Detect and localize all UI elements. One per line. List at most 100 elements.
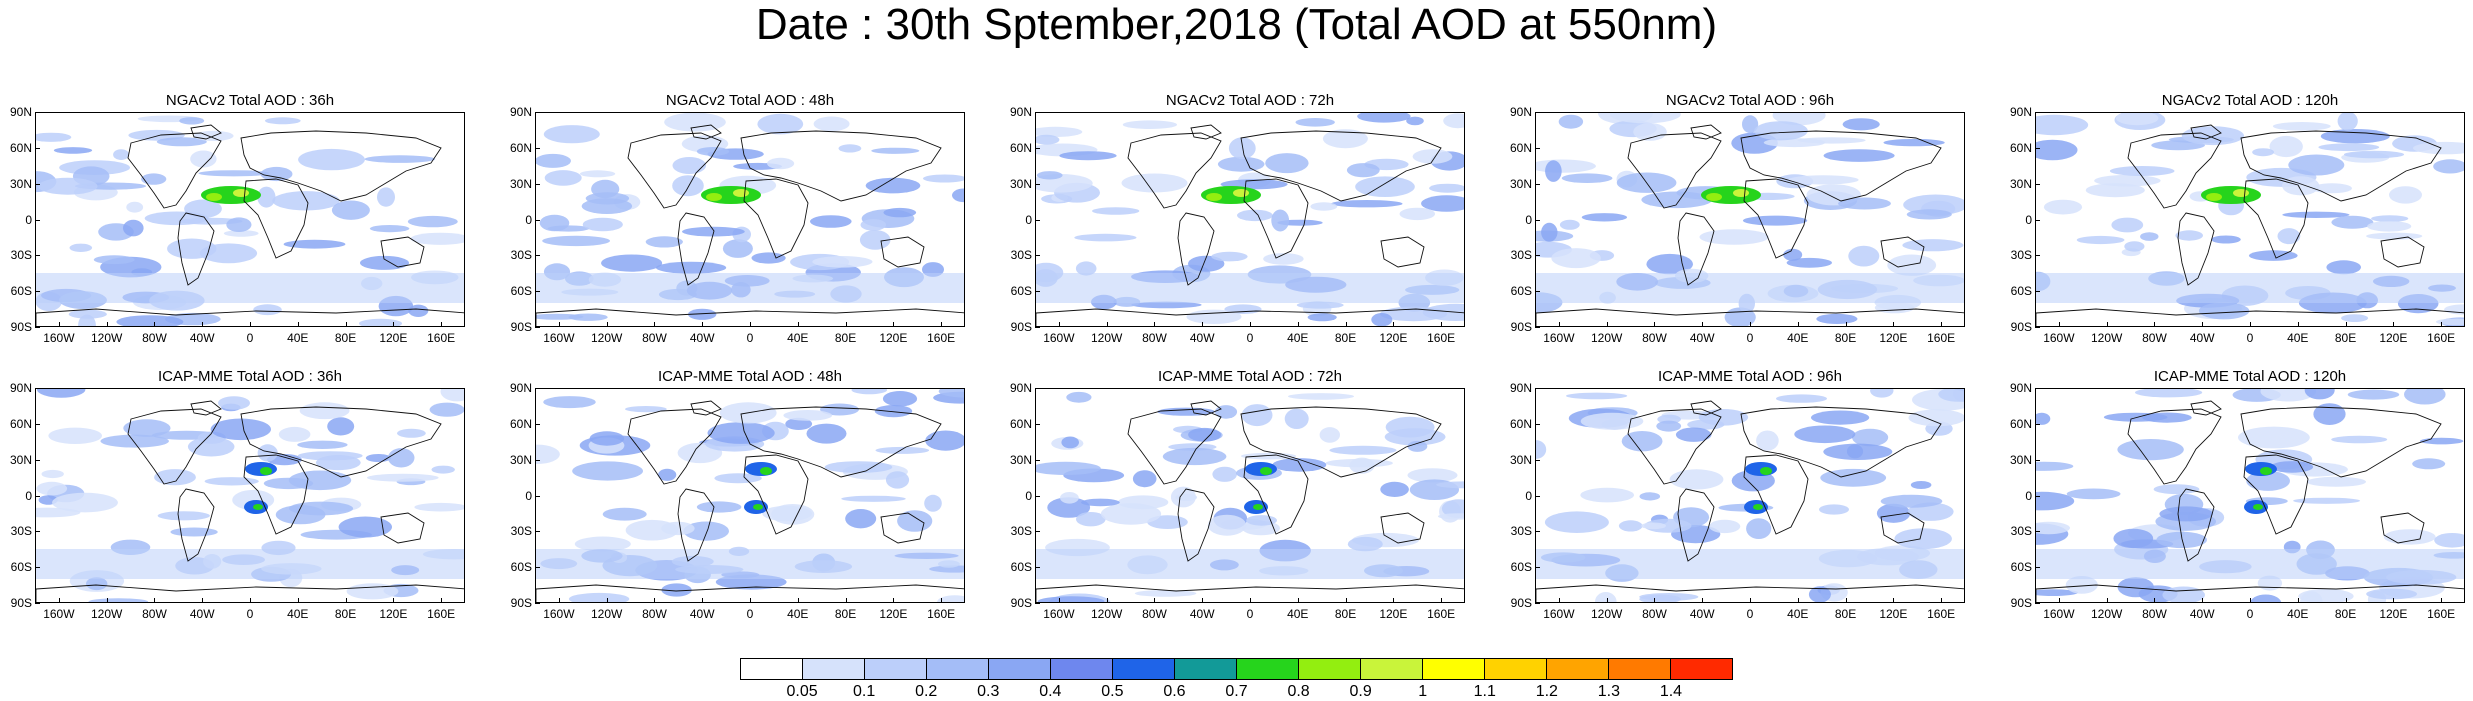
aod-patch — [1066, 391, 1092, 403]
lon-tick-label: 120E — [2379, 607, 2408, 621]
aod-patch — [1228, 137, 1256, 160]
aod-patch — [544, 170, 582, 186]
lon-tick-label: 40W — [189, 607, 215, 621]
aod-patch — [1443, 113, 1464, 129]
lat-tick — [2035, 567, 2040, 569]
lon-tick — [1345, 322, 1347, 327]
lat-tick-label: 90N — [9, 381, 32, 395]
aod-patch — [536, 444, 560, 464]
lat-tick — [1535, 291, 1540, 293]
lon-tick-label: 40W — [1189, 607, 1215, 621]
lon-tick — [654, 322, 656, 327]
map-panel: NGACv2 Total AOD : 48h 90N 60N 30N 0 30S 60S 90… — [500, 92, 970, 356]
lat-tick — [1035, 183, 1040, 185]
lon-tick — [2345, 598, 2347, 603]
aod-patch — [1876, 503, 1911, 523]
colorbar-box — [1423, 659, 1485, 679]
aod-patch — [1288, 393, 1354, 400]
lat-tick-label: 90N — [2009, 105, 2032, 119]
lon-tick — [1845, 598, 1847, 603]
aod-plume — [253, 504, 263, 510]
aod-patch — [2250, 594, 2282, 602]
aod-patch — [1536, 440, 1547, 459]
aod-patch — [387, 448, 415, 468]
lon-tick-label: 40E — [1787, 331, 1809, 345]
aod-patch — [1656, 420, 1682, 432]
lon-tick — [1941, 322, 1943, 327]
lon-tick-label: 40E — [2287, 607, 2309, 621]
lat-tick — [2035, 327, 2040, 328]
aod-field — [1036, 113, 1464, 326]
lat-tick — [1535, 423, 1540, 425]
lat-tick — [535, 567, 540, 569]
lat-tick — [1035, 603, 1040, 604]
aod-patch — [210, 418, 271, 441]
coastline — [2177, 488, 2215, 562]
lat-tick-label: 60N — [2009, 140, 2032, 155]
lat-tick-label: 90N — [509, 381, 532, 395]
colorbar-label: 1 — [1418, 683, 1428, 700]
lat-tick — [1535, 603, 1540, 604]
aod-patch — [1848, 245, 1880, 267]
aod-patch — [1558, 114, 1584, 129]
coastline — [2190, 400, 2222, 416]
lat-tick-label: 90S — [10, 320, 32, 334]
lon-tick — [2058, 598, 2060, 603]
colorbar-label: 0.5 — [1101, 683, 1124, 700]
coastline — [1190, 400, 1222, 416]
aod-patch — [1271, 209, 1290, 232]
lon-tick-label: 0 — [2246, 331, 2254, 345]
lon-tick-label: 160E — [1427, 607, 1456, 621]
aod-patch — [851, 389, 888, 395]
lon-tick-label: 40W — [1689, 331, 1715, 345]
lon-tick-label: 0 — [1746, 331, 1754, 345]
coastline — [2243, 178, 2309, 259]
aod-patch — [260, 166, 293, 182]
lon-tick-label: 160W — [43, 607, 75, 621]
lon-tick-label: 160W — [1043, 607, 1075, 621]
aod-patch — [2198, 302, 2250, 320]
colorbar-label: 0.2 — [915, 683, 938, 700]
map-panel: ICAP-MME Total AOD : 72h 90N 60N 30N 0 30S 60S… — [1000, 368, 1470, 632]
lat-tick — [35, 255, 40, 257]
aod-patch — [1669, 469, 1724, 490]
aod-patch — [154, 469, 196, 486]
aod-patch — [2404, 389, 2446, 405]
lat-tick-label: 30N — [1509, 452, 1532, 467]
aod-patch — [645, 236, 683, 248]
lon-tick — [1441, 598, 1443, 603]
lon-tick-label: 120W — [1090, 607, 1123, 621]
lon-tick — [750, 598, 751, 603]
aod-patch — [1846, 444, 1864, 459]
aod-patch — [1322, 129, 1368, 149]
lat-tick — [35, 423, 40, 425]
colorbar — [740, 658, 1733, 680]
aod-patch — [952, 188, 964, 203]
lat-tick-label: 30S — [1010, 248, 1032, 263]
coastline — [1536, 308, 1964, 326]
aod-patch — [1633, 123, 1667, 141]
aod-patch — [1263, 253, 1304, 265]
aod-patch — [882, 391, 918, 407]
aod-patch — [885, 471, 910, 489]
aod-patch — [410, 232, 464, 245]
coastline — [380, 512, 425, 544]
lat-tick — [1035, 423, 1040, 425]
lon-tick-label: 120W — [1590, 331, 1623, 345]
lon-tick-label: 40W — [189, 331, 215, 345]
map-frame — [2035, 388, 2465, 603]
aod-plume — [233, 189, 249, 197]
lat-tick-label: 0 — [525, 212, 532, 227]
lon-tick — [702, 322, 704, 327]
aod-field — [536, 389, 964, 602]
lon-tick — [1393, 322, 1395, 327]
map-panel: ICAP-MME Total AOD : 120h 90N 60N 30N 0 30S 60… — [2000, 368, 2470, 632]
coastline — [1380, 236, 1425, 268]
aod-patch — [1639, 492, 1661, 501]
lon-tick-label: 80E — [1334, 607, 1357, 621]
lon-tick — [893, 598, 895, 603]
lat-tick-label: 0 — [2025, 212, 2032, 227]
aod-patch — [1776, 394, 1827, 403]
aod-patch — [198, 170, 270, 177]
aod-patch — [672, 175, 704, 197]
